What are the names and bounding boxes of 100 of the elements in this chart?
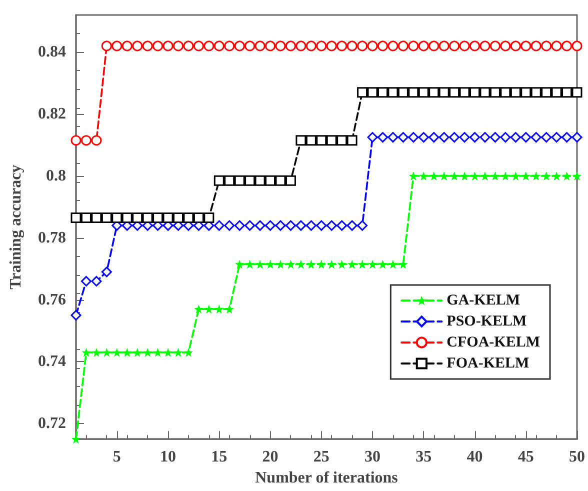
point <box>440 171 449 180</box>
point <box>162 40 174 52</box>
x-tick-label: 20 <box>262 448 278 466</box>
x-tick-label: 40 <box>466 448 483 466</box>
y-tick-label: 0.78 <box>38 229 66 246</box>
point <box>91 276 102 286</box>
point <box>91 212 102 224</box>
point <box>244 220 256 231</box>
point <box>184 348 193 357</box>
point <box>480 40 490 52</box>
point <box>490 87 500 98</box>
point <box>530 40 542 52</box>
x-tick-label: 5 <box>112 448 121 466</box>
point <box>378 260 388 269</box>
point <box>275 40 286 52</box>
point <box>234 220 245 231</box>
point <box>266 260 275 269</box>
point <box>408 171 418 180</box>
point <box>377 132 388 143</box>
point <box>388 260 398 269</box>
point <box>316 40 327 52</box>
point <box>480 171 490 180</box>
point <box>377 40 388 52</box>
point <box>470 40 480 52</box>
point <box>234 175 245 186</box>
point <box>572 132 582 143</box>
point <box>245 260 254 269</box>
point <box>296 135 306 146</box>
point <box>348 260 357 269</box>
point <box>102 348 112 357</box>
point <box>428 40 440 52</box>
point <box>418 132 429 143</box>
point <box>520 132 532 143</box>
point <box>70 310 82 321</box>
point <box>490 171 500 180</box>
point <box>511 171 520 180</box>
point <box>377 87 388 98</box>
point <box>326 220 337 231</box>
point <box>490 132 500 143</box>
point <box>562 40 572 52</box>
point <box>265 220 276 231</box>
point <box>316 135 327 146</box>
point <box>428 132 440 143</box>
x-axis-title: Number of iterations <box>255 470 398 486</box>
point <box>153 348 162 357</box>
y-axis-title: Training accuracy <box>8 164 24 290</box>
point <box>418 87 429 98</box>
point <box>470 87 480 98</box>
point <box>276 260 285 269</box>
point <box>326 135 337 146</box>
point <box>162 212 174 224</box>
point <box>346 40 358 52</box>
legend-label: PSO-KELM <box>446 314 527 330</box>
point <box>367 87 378 98</box>
x-tick-label: 45 <box>518 448 534 466</box>
point <box>541 40 552 52</box>
point <box>70 212 82 224</box>
point <box>346 220 358 231</box>
x-tick-label: 50 <box>569 448 585 466</box>
point <box>357 220 368 231</box>
point <box>214 40 224 52</box>
point <box>112 40 122 52</box>
y-tick-label: 0.72 <box>38 415 66 432</box>
point <box>80 276 92 286</box>
point <box>388 132 398 143</box>
point <box>368 260 378 269</box>
y-tick-label: 0.82 <box>38 106 66 123</box>
point <box>459 40 470 52</box>
point <box>234 40 245 52</box>
point <box>286 260 296 269</box>
point <box>438 40 450 52</box>
point <box>204 304 214 314</box>
point <box>336 220 348 231</box>
legend-label: FOA-KELM <box>446 356 530 372</box>
point <box>572 171 582 180</box>
point <box>254 40 266 52</box>
point <box>336 40 348 52</box>
point <box>470 132 480 143</box>
point <box>122 348 132 357</box>
point <box>510 40 521 52</box>
point <box>500 132 511 143</box>
point <box>142 40 153 52</box>
point <box>265 40 276 52</box>
point <box>143 348 152 357</box>
point <box>224 175 235 186</box>
legend-label: GA-KELM <box>446 292 520 308</box>
point <box>572 87 582 98</box>
point <box>388 40 398 52</box>
point <box>562 132 572 143</box>
point <box>80 212 92 224</box>
point <box>224 220 235 231</box>
point <box>193 40 204 52</box>
point <box>428 87 440 98</box>
point <box>367 132 378 143</box>
point <box>296 40 306 52</box>
point <box>500 40 511 52</box>
point <box>70 135 82 146</box>
point <box>551 87 562 98</box>
point <box>91 135 102 146</box>
point <box>429 171 438 180</box>
